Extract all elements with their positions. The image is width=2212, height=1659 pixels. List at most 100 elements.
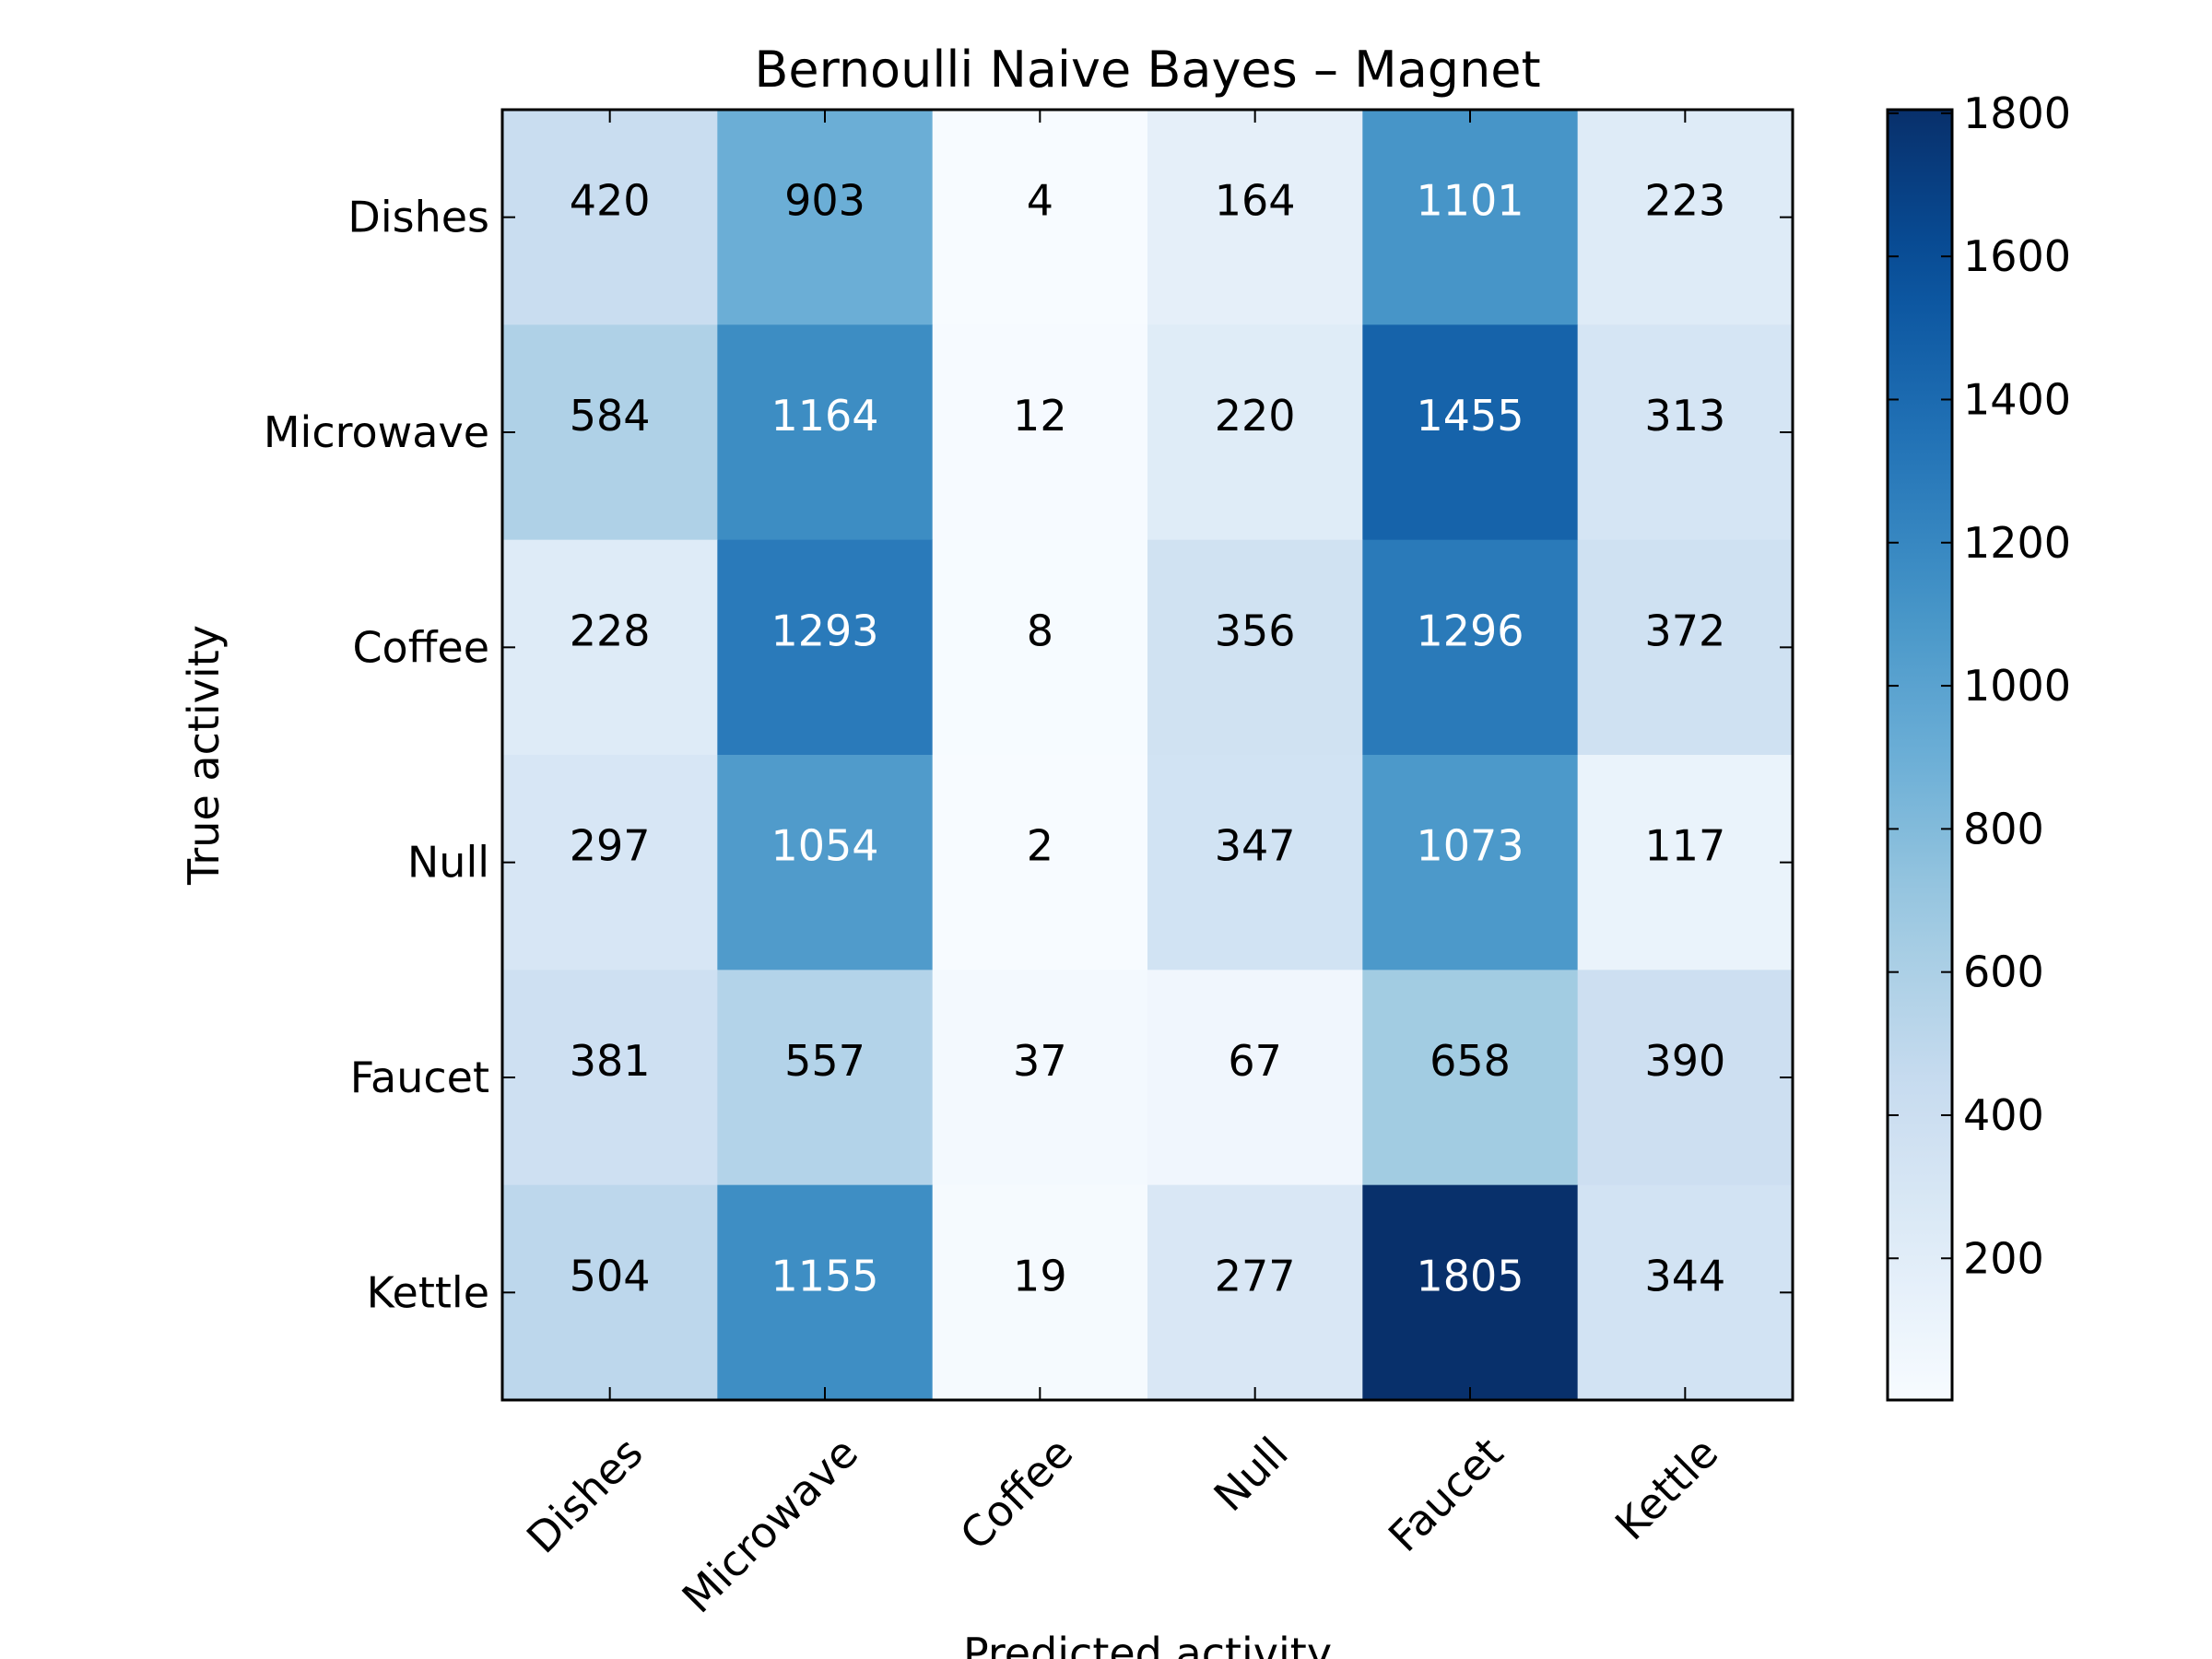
cell-value-label: 1054	[771, 821, 878, 871]
cell-value-label: 1101	[1416, 176, 1524, 226]
plot-frame	[500, 108, 1794, 1402]
cell-value-label: 1455	[1416, 391, 1524, 441]
cell-value-label: 297	[570, 821, 651, 871]
heatmap-cell-labels: 420 903 4 164 1101 223 584 1164 12 220 1455 313 228 1…	[570, 176, 1725, 1301]
heatmap-cell	[717, 1184, 934, 1401]
heatmap-cell	[1147, 970, 1363, 1186]
heatmap-cell	[1577, 755, 1794, 971]
cell-value-label: 313	[1644, 391, 1725, 441]
cell-value-label: 347	[1215, 821, 1296, 871]
heatmap-cells	[502, 110, 1794, 1401]
chart-title: Bernoulli Naive Bayes – Magnet	[754, 41, 1540, 99]
cell-value-label: 12	[1013, 391, 1067, 441]
colorbar-tick-label: 1400	[1963, 374, 2071, 424]
heatmap-cell	[1362, 110, 1579, 325]
cell-value-label: 344	[1644, 1251, 1725, 1300]
cell-value-label: 37	[1013, 1036, 1067, 1086]
heatmap-cell	[932, 110, 1148, 325]
x-tick-label: Coffee	[950, 1428, 1082, 1559]
heatmap-cell	[1362, 324, 1579, 541]
colorbar-tick-label: 200	[1963, 1233, 2044, 1283]
cell-value-label: 584	[570, 391, 651, 441]
heatmap-cell	[502, 1184, 718, 1401]
cell-value-label: 164	[1215, 176, 1296, 226]
heatmap-cell	[717, 755, 934, 971]
cell-value-label: 1155	[771, 1251, 878, 1300]
heatmap-cell	[1577, 1184, 1794, 1401]
colorbar-ticks: 200 400 600 800 1000 1200 1400 1600 1800	[1888, 88, 2071, 1283]
cell-value-label: 658	[1430, 1036, 1511, 1086]
heatmap-cell	[1147, 324, 1363, 541]
cell-value-label: 8	[1027, 606, 1053, 655]
cell-value-label: 504	[570, 1251, 651, 1300]
cell-value-label: 557	[784, 1036, 865, 1086]
heatmap-cell	[717, 970, 934, 1186]
cell-value-label: 220	[1215, 391, 1296, 441]
cell-value-label: 277	[1215, 1251, 1296, 1300]
heatmap-cell	[932, 539, 1148, 756]
heatmap-cell	[1577, 324, 1794, 541]
heatmap-cell	[1362, 1184, 1579, 1401]
heatmap-cell	[1362, 539, 1579, 756]
heatmap-cell	[1577, 539, 1794, 756]
heatmap-cell	[502, 970, 718, 1186]
x-axis-label: Predicted activity	[963, 1629, 1332, 1659]
heatmap-cell	[932, 970, 1148, 1186]
heatmap-cell	[1577, 970, 1794, 1186]
heatmap-cell	[1577, 110, 1794, 325]
heatmap-cell	[932, 324, 1148, 541]
y-axis-label: True activity	[179, 625, 229, 886]
colorbar-tick-label: 600	[1963, 947, 2044, 997]
colorbar-tick-label: 1600	[1963, 231, 2071, 281]
x-tick-label: Microwave	[673, 1428, 868, 1623]
cell-value-label: 2	[1027, 821, 1053, 871]
heatmap-cell	[1147, 539, 1363, 756]
cell-value-label: 372	[1644, 606, 1725, 655]
y-tick-label: Kettle	[367, 1267, 489, 1317]
cell-value-label: 381	[570, 1036, 651, 1086]
x-tick-labels: Dishes Microwave Coffee Null Faucet Kettle	[517, 1428, 1727, 1623]
cell-value-label: 1073	[1416, 821, 1524, 871]
cell-value-label: 1296	[1416, 606, 1524, 655]
y-tick-labels: Dishes Microwave Coffee Null Faucet Kettle	[264, 193, 489, 1318]
y-tick-label: Dishes	[347, 193, 489, 242]
cell-value-label: 420	[570, 176, 651, 226]
heatmap-cell	[502, 324, 718, 541]
colorbar-tick-label: 400	[1963, 1090, 2044, 1140]
heatmap-cell	[717, 539, 934, 756]
cell-value-label: 356	[1215, 606, 1296, 655]
heatmap-cell	[1147, 1184, 1363, 1401]
cell-value-label: 1293	[771, 606, 878, 655]
heatmap-cell	[932, 755, 1148, 971]
y-tick-label: Coffee	[352, 622, 489, 672]
heatmap-cell	[502, 755, 718, 971]
heatmap-cell	[1147, 110, 1363, 325]
cell-value-label: 228	[570, 606, 651, 655]
heatmap-cell	[1362, 755, 1579, 971]
heatmap-cell	[502, 110, 718, 325]
y-tick-label: Faucet	[350, 1053, 489, 1102]
colorbar: 200 400 600 800 1000 1200 1400 1600 1800	[1886, 88, 2071, 1402]
colorbar-tick-label: 1800	[1963, 88, 2071, 138]
y-tick-label: Microwave	[264, 407, 489, 457]
x-tick-label: Dishes	[517, 1428, 653, 1563]
cell-value-label: 117	[1644, 821, 1725, 871]
heatmap-cell	[1147, 755, 1363, 971]
x-tick-label: Kettle	[1606, 1428, 1727, 1549]
cell-value-label: 67	[1228, 1036, 1282, 1086]
heatmap-cell	[932, 1184, 1148, 1401]
cell-value-label: 1805	[1416, 1251, 1524, 1300]
cell-value-label: 390	[1644, 1036, 1725, 1086]
cell-value-label: 903	[784, 176, 865, 226]
y-tick-label: Null	[407, 838, 489, 888]
colorbar-gradient	[1886, 108, 1954, 1402]
axis-ticks	[502, 110, 1793, 1400]
colorbar-tick-label: 1200	[1963, 518, 2071, 568]
x-tick-label: Null	[1205, 1428, 1298, 1521]
cell-value-label: 1164	[771, 391, 878, 441]
x-tick-label: Faucet	[1379, 1428, 1512, 1561]
heatmap-cell	[717, 324, 934, 541]
cell-value-label: 223	[1644, 176, 1725, 226]
heatmap-cell	[1362, 970, 1579, 1186]
